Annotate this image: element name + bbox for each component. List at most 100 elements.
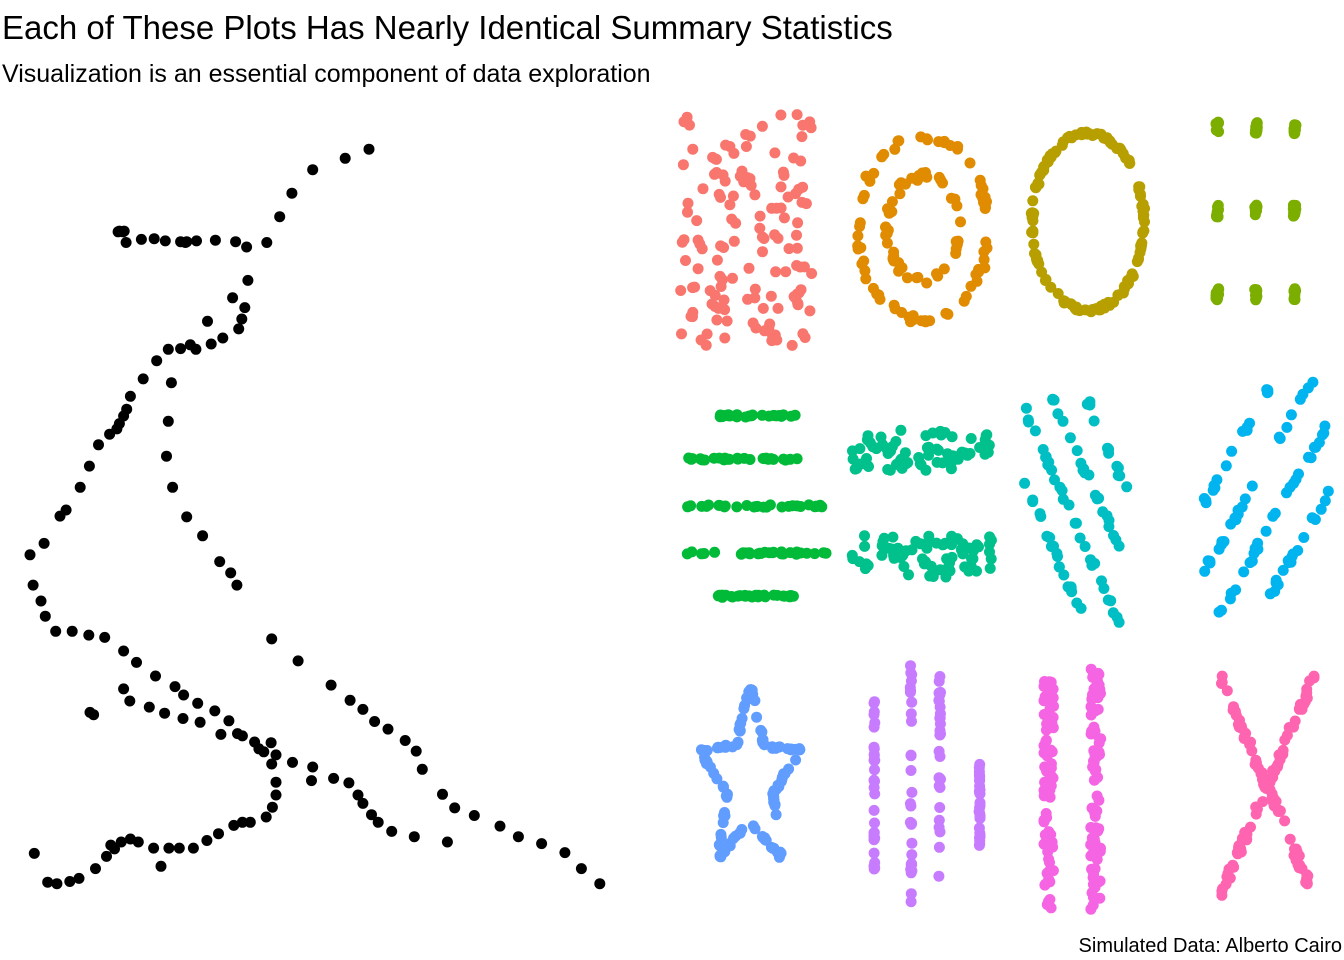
shape-point-x_shape (1227, 859, 1239, 871)
shape-point-slant_down (1096, 575, 1107, 587)
shape-point-circle (1040, 274, 1052, 285)
shape-point-slant_up (1224, 593, 1236, 605)
shape-point-slant_up (1213, 543, 1225, 555)
shape-point-h_lines (778, 453, 789, 465)
shape-point-bullseye (938, 135, 950, 147)
shape-point-slant_down (1049, 474, 1060, 486)
dino-point (266, 758, 278, 770)
shape-point-h_lines (696, 548, 708, 560)
shape-point-dots (1250, 294, 1262, 306)
shape-point-v_lines (933, 695, 945, 707)
shape-point-high_lines (939, 427, 951, 438)
shape-point-slant_up (1260, 525, 1272, 537)
shape-point-slant_up (1230, 584, 1242, 596)
shape-point-slant_down (1113, 540, 1125, 552)
shape-point-away (719, 175, 731, 187)
dino-point (307, 761, 319, 773)
shape-point-slant_up (1238, 566, 1250, 578)
shape-point-v_lines (868, 804, 880, 816)
dino-point (148, 842, 160, 854)
shape-point-bullseye (973, 266, 985, 278)
shape-point-slant_up (1241, 421, 1253, 433)
shape-point-star (756, 726, 768, 738)
dino-point (66, 625, 78, 637)
shape-point-wide_lines (1093, 794, 1105, 806)
shape-point-circle (1137, 226, 1149, 238)
shape-point-star (715, 828, 727, 840)
shape-point-star (701, 755, 712, 767)
shape-point-bullseye (887, 254, 899, 265)
shape-point-away (791, 260, 803, 271)
shape-point-wide_lines (1042, 846, 1054, 858)
shape-point-slant_up (1220, 460, 1232, 472)
shape-point-star (770, 809, 782, 821)
shape-point-slant_down (1075, 602, 1087, 614)
shape-point-star (717, 780, 729, 792)
shape-point-v_lines (906, 669, 918, 681)
shape-point-slant_down (1085, 554, 1096, 566)
shape-point-h_lines (739, 590, 751, 602)
shape-point-away (754, 210, 766, 222)
shape-point-slant_up (1306, 512, 1318, 524)
shape-point-h_lines (776, 501, 788, 513)
shape-point-slant_down (1105, 595, 1117, 607)
shape-point-x_shape (1279, 815, 1291, 827)
shape-point-h_lines (731, 411, 743, 423)
shape-point-away (749, 189, 761, 201)
dino-point (369, 716, 381, 727)
shape-point-high_lines (923, 441, 935, 453)
shape-point-high_lines (878, 532, 890, 544)
shape-point-high_lines (946, 539, 958, 551)
shape-point-circle (1027, 195, 1039, 207)
shape-point-x_shape (1250, 808, 1262, 820)
shape-point-v_lines (906, 849, 918, 861)
dino-point (437, 788, 448, 800)
dino-point (118, 225, 130, 237)
shape-point-dots (1288, 208, 1300, 220)
shape-point-slant_down (1084, 399, 1096, 411)
shape-point-v_lines (905, 888, 917, 900)
dino-point (93, 439, 104, 451)
shape-point-slant_up (1315, 503, 1327, 515)
shape-point-x_shape (1236, 832, 1248, 844)
dino-point (202, 315, 213, 327)
shape-point-slant_up (1230, 514, 1242, 526)
dino-point (24, 549, 36, 561)
shape-point-bullseye (860, 273, 872, 285)
small-multiples-panel (675, 109, 1334, 915)
shape-point-high_lines (920, 556, 931, 568)
shape-point-away (786, 339, 798, 351)
shape-point-star (744, 684, 756, 696)
dino-point (494, 820, 506, 832)
shape-point-v_lines (869, 788, 881, 800)
shape-point-circle (1065, 298, 1077, 310)
shape-point-away (720, 139, 732, 151)
shape-point-bullseye (978, 254, 990, 266)
shape-point-away (707, 151, 719, 163)
shape-point-slant_down (1048, 394, 1060, 406)
dino-point (559, 847, 571, 859)
shape-point-star (736, 824, 748, 835)
dino-point (260, 811, 272, 823)
shape-point-away (791, 229, 802, 241)
shape-point-circle (1084, 305, 1096, 317)
dino-point (261, 237, 273, 248)
dino-point (468, 810, 480, 821)
shape-point-x_shape (1221, 685, 1233, 697)
shape-point-circle (1133, 252, 1144, 264)
shape-point-away (726, 213, 738, 225)
shape-point-bullseye (874, 293, 886, 305)
shape-point-away (778, 169, 790, 181)
shape-point-h_lines (740, 547, 752, 559)
dino-point (205, 338, 217, 350)
shape-point-away (696, 243, 708, 255)
shape-point-high_lines (964, 448, 976, 459)
shape-point-bullseye (964, 157, 976, 169)
shape-point-circle (1076, 129, 1088, 141)
shape-point-away (790, 188, 802, 200)
shape-point-dots (1250, 124, 1262, 136)
shape-point-v_lines (868, 847, 880, 859)
shape-point-wide_lines (1090, 705, 1101, 717)
dino-point (231, 579, 243, 591)
shape-point-x_shape (1250, 754, 1262, 766)
